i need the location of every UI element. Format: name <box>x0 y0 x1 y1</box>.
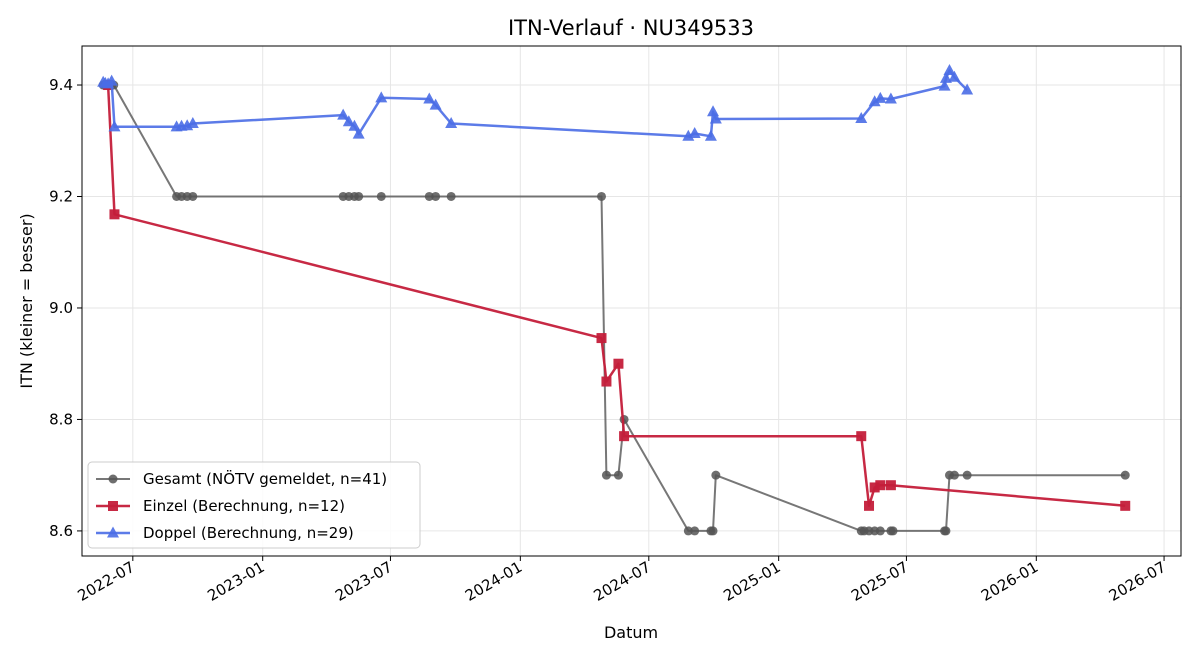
data-point-gesamt <box>354 191 364 201</box>
data-point-gesamt <box>949 470 959 480</box>
x-tick-label: 2024-01 <box>462 558 525 605</box>
data-point-gesamt <box>941 526 951 536</box>
y-tick-label: 8.6 <box>49 522 73 540</box>
data-point-gesamt <box>188 191 198 201</box>
data-point-doppel <box>855 111 868 123</box>
data-point-doppel <box>108 120 121 132</box>
legend-box <box>87 461 421 549</box>
data-point-doppel <box>707 105 720 117</box>
data-point-gesamt <box>711 470 721 480</box>
data-point-doppel <box>874 91 887 103</box>
data-point-gesamt <box>690 526 700 536</box>
y-tick-label: 8.8 <box>49 410 73 428</box>
data-point-doppel <box>105 74 118 86</box>
data-point-doppel <box>884 92 897 104</box>
data-point-doppel <box>939 71 952 83</box>
data-point-doppel <box>938 79 951 91</box>
grid-lines <box>82 46 1181 556</box>
legend-marker-gesamt <box>108 474 118 484</box>
legend-marker-doppel <box>107 526 119 538</box>
legend-marker-einzel <box>108 501 118 511</box>
data-point-einzel <box>869 482 880 493</box>
series-einzel <box>103 80 1131 511</box>
data-point-doppel <box>948 70 961 82</box>
data-point-doppel <box>348 119 361 131</box>
legend: Gesamt (NÖTV gemeldet, n=41) Einzel (Bere… <box>87 461 421 549</box>
data-point-doppel <box>429 98 442 110</box>
legend-label-doppel: Doppel (Berechnung, n=29) <box>143 524 354 542</box>
data-point-doppel <box>709 112 722 124</box>
plot-frame <box>81 45 1182 557</box>
series-line-doppel <box>102 69 968 138</box>
data-point-doppel <box>682 129 695 141</box>
data-point-einzel <box>601 376 612 387</box>
data-point-einzel <box>613 358 624 369</box>
x-tick-label: 2025-07 <box>848 558 911 605</box>
legend-label-einzel: Einzel (Berechnung, n=12) <box>143 497 345 515</box>
data-point-gesamt <box>446 191 456 201</box>
x-tick-label: 2024-07 <box>591 558 654 605</box>
series-line-einzel <box>106 84 1126 508</box>
data-point-gesamt <box>376 191 386 201</box>
data-point-doppel <box>868 95 881 107</box>
chart-title: ITN-Verlauf · NU349533 <box>508 16 754 40</box>
data-point-doppel <box>342 115 355 127</box>
x-tick-label: 2023-01 <box>204 558 267 605</box>
data-point-gesamt <box>875 526 885 536</box>
data-point-einzel <box>856 431 867 442</box>
data-point-gesamt <box>601 470 611 480</box>
data-point-einzel <box>619 431 630 442</box>
data-point-gesamt <box>708 526 718 536</box>
x-axis-label: Datum <box>604 623 658 642</box>
data-point-einzel <box>109 209 120 220</box>
data-point-doppel <box>423 92 436 104</box>
data-point-gesamt <box>613 470 623 480</box>
legend-label-gesamt: Gesamt (NÖTV gemeldet, n=41) <box>143 469 387 488</box>
data-point-gesamt <box>424 191 434 201</box>
data-point-gesamt <box>1120 470 1130 480</box>
data-point-doppel <box>688 127 701 139</box>
data-point-doppel <box>186 116 199 128</box>
series-layer <box>97 64 1131 536</box>
x-tick-label: 2026-01 <box>978 558 1041 605</box>
x-tick-label: 2026-07 <box>1106 558 1169 605</box>
data-point-einzel <box>1120 500 1131 511</box>
data-point-gesamt <box>431 191 441 201</box>
y-axis-label: ITN (kleiner = besser) <box>17 213 36 388</box>
data-point-doppel <box>445 116 458 128</box>
data-point-gesamt <box>683 526 693 536</box>
x-tick-label: 2022-07 <box>75 558 138 605</box>
data-point-gesamt <box>962 470 972 480</box>
data-point-doppel <box>337 108 350 120</box>
data-point-gesamt <box>597 191 607 201</box>
y-tick-label: 9.4 <box>49 76 73 94</box>
data-point-einzel <box>596 333 607 344</box>
data-point-doppel <box>352 127 365 139</box>
series-doppel <box>97 64 974 141</box>
x-tick-label: 2025-01 <box>720 558 783 605</box>
data-point-doppel <box>704 129 717 141</box>
data-point-doppel <box>961 83 974 95</box>
y-tick-label: 9.2 <box>49 187 73 205</box>
y-tick-label: 9.0 <box>49 299 73 317</box>
data-point-einzel <box>885 480 896 491</box>
data-point-einzel <box>864 500 875 511</box>
data-point-doppel <box>943 64 956 76</box>
data-point-doppel <box>375 91 388 103</box>
x-tick-label: 2023-07 <box>332 558 395 605</box>
data-point-gesamt <box>888 526 898 536</box>
data-point-einzel <box>875 480 886 491</box>
